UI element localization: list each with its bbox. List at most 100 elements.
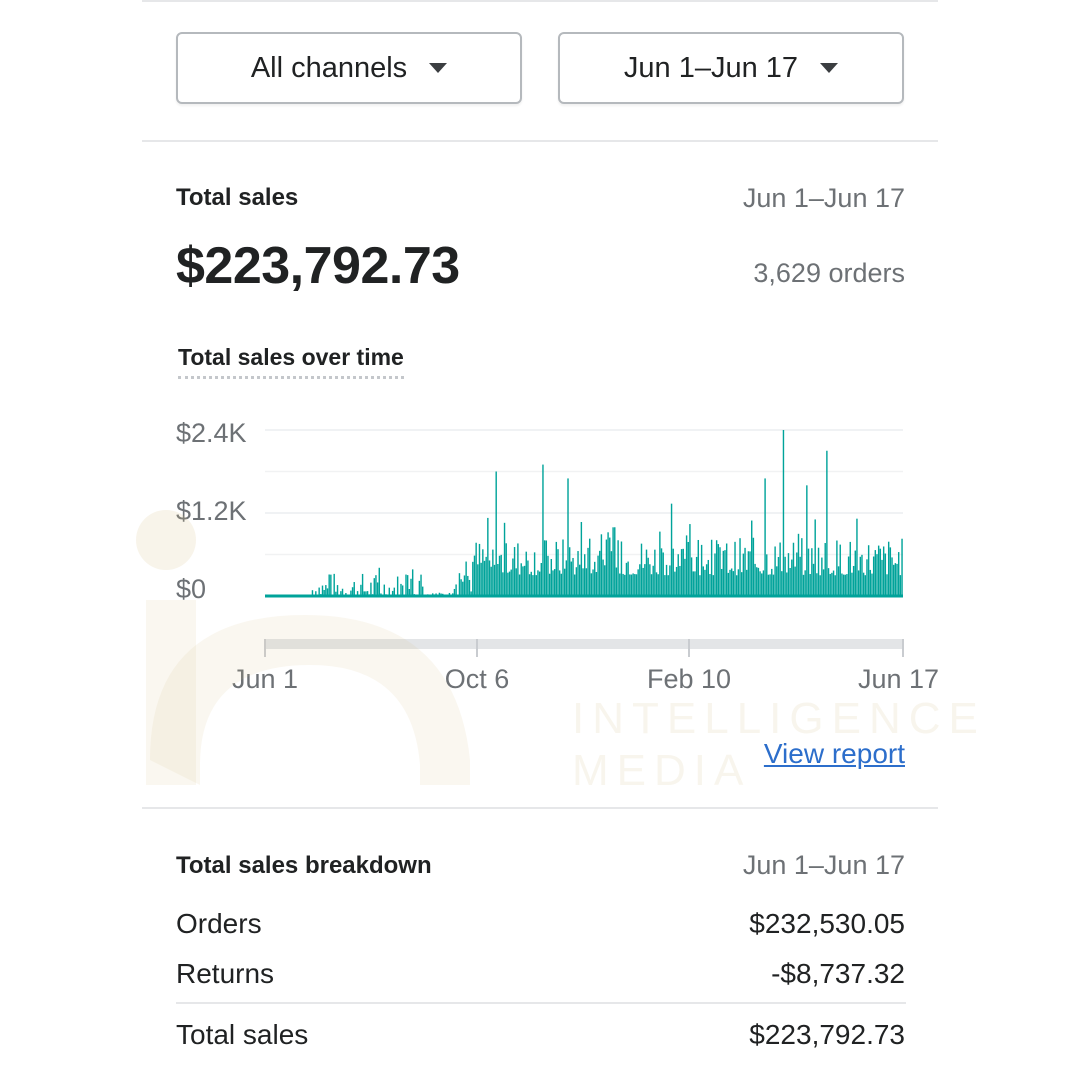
- total-sales-value: $223,792.73: [176, 237, 460, 295]
- sales-bar: [797, 533, 800, 596]
- sales-bar: [871, 573, 873, 596]
- sales-bar: [475, 542, 477, 596]
- sales-bar: [882, 546, 885, 596]
- sales-bar: [637, 569, 639, 596]
- sales-bar: [746, 569, 748, 596]
- sales-bar: [772, 574, 775, 596]
- breakdown-total-divider: [176, 1002, 906, 1004]
- sales-bar: [507, 572, 509, 596]
- sales-bar: [485, 556, 487, 596]
- sales-bar: [747, 551, 750, 596]
- sales-bar: [857, 570, 860, 596]
- sales-bar: [375, 575, 377, 596]
- caret-down-icon: [820, 63, 839, 73]
- sales-bar: [751, 520, 753, 596]
- sales-bar: [697, 539, 699, 596]
- sales-bar: [538, 571, 541, 596]
- sales-bar: [487, 517, 489, 596]
- sales-bar: [667, 575, 669, 596]
- sales-bar: [814, 519, 816, 596]
- sales-bar: [488, 560, 491, 596]
- chart-title[interactable]: Total sales over time: [178, 344, 404, 379]
- x-tick-label: Jun 17: [858, 664, 939, 694]
- sales-bar: [715, 540, 718, 596]
- sales-bar: [876, 554, 878, 596]
- sales-bar: [640, 543, 643, 596]
- sales-bar: [604, 565, 606, 596]
- sales-bar: [645, 549, 648, 596]
- section-divider: [142, 807, 938, 809]
- sales-bar: [463, 575, 466, 596]
- sales-bar: [707, 559, 710, 596]
- sales-bar: [709, 574, 711, 596]
- sales-bar: [490, 566, 492, 596]
- breakdown-total-label: Total sales: [176, 1019, 309, 1050]
- sales-bar: [732, 571, 735, 596]
- sales-bar: [739, 538, 741, 596]
- sales-bar: [829, 573, 831, 596]
- sales-bar: [573, 574, 576, 596]
- sales-bar: [757, 567, 760, 596]
- sales-bar: [644, 564, 646, 596]
- sales-bar: [497, 563, 499, 596]
- sales-bar: [662, 552, 664, 596]
- sales-bar: [455, 584, 457, 596]
- sales-bar: [443, 595, 446, 596]
- sales-bar: [740, 572, 743, 596]
- sales-bar: [655, 572, 658, 596]
- sales-bar: [403, 594, 406, 596]
- range-slider-track[interactable]: [264, 639, 904, 649]
- sales-bar: [330, 574, 332, 596]
- sales-bar: [457, 594, 459, 596]
- sales-bar: [874, 550, 877, 596]
- sales-bar: [376, 582, 379, 596]
- sales-bar: [315, 591, 317, 596]
- sales-bar: [614, 527, 616, 596]
- sales-bar: [400, 583, 402, 596]
- sales-bar: [894, 563, 897, 596]
- sales-bar: [679, 565, 681, 596]
- view-report-link[interactable]: View report: [763, 738, 905, 769]
- sales-bar: [530, 571, 532, 596]
- sales-bar: [832, 570, 835, 596]
- sales-bar: [684, 558, 686, 596]
- sales-bar: [532, 575, 534, 596]
- sales-bar: [694, 571, 696, 596]
- sales-bar: [659, 531, 661, 596]
- sales-bar: [859, 556, 861, 596]
- sales-bar: [685, 535, 688, 596]
- sales-bar: [452, 593, 454, 596]
- sales-bar: [817, 547, 820, 596]
- date-range-dropdown[interactable]: Jun 1–Jun 17: [558, 32, 904, 104]
- sales-bar: [725, 543, 728, 596]
- channel-filter-dropdown[interactable]: All channels: [176, 32, 522, 104]
- sales-bar: [657, 574, 659, 596]
- sales-bar: [801, 538, 803, 596]
- sales-bar: [774, 546, 776, 596]
- x-tick-label: Jun 1: [232, 664, 298, 694]
- sales-bar: [784, 556, 786, 596]
- sales-bar: [383, 584, 385, 596]
- sales-bar: [453, 588, 456, 596]
- sales-bar: [594, 561, 596, 596]
- sales-bar: [335, 591, 337, 596]
- sales-bar: [837, 566, 840, 596]
- sales-bar: [416, 594, 419, 596]
- sales-bar: [406, 575, 409, 596]
- sales-bar: [720, 568, 723, 596]
- sales-bar: [826, 450, 828, 596]
- sales-bar: [889, 547, 892, 596]
- sales-bar: [766, 554, 768, 596]
- sales-bar: [742, 553, 745, 596]
- sales-bar: [821, 557, 823, 596]
- sales-bar: [495, 471, 497, 596]
- sales-bar: [665, 564, 668, 597]
- sales-bar: [714, 553, 716, 596]
- sales-bar: [782, 430, 785, 596]
- sales-bar: [892, 564, 895, 596]
- sales-bar: [423, 594, 426, 596]
- sales-bar: [776, 566, 778, 596]
- sales-bar: [533, 552, 536, 596]
- sales-bar: [777, 556, 780, 596]
- sales-bar: [717, 544, 720, 596]
